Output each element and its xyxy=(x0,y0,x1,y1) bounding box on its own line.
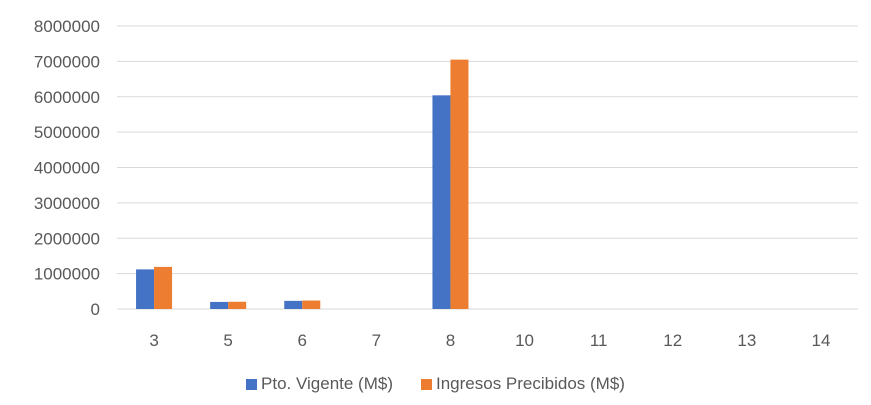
bar-chart: 0 1000000 2000000 3000000 4000000 5000000 6000… xyxy=(34,17,858,350)
x-tick-label-3: 3 xyxy=(149,331,158,350)
y-tick-label-4: 4000000 xyxy=(34,159,100,178)
legend-swatch-pto-vigente xyxy=(246,378,258,390)
y-tick-label-7: 7000000 xyxy=(34,52,100,71)
legend-label-ingresos: Ingresos Precibidos (M$) xyxy=(436,374,625,393)
bar-s0-6 xyxy=(284,300,303,309)
x-tick-label-6: 6 xyxy=(298,331,307,350)
chart-legend: Pto. Vigente (M$) Ingresos Precibidos (M… xyxy=(0,374,871,394)
y-tick-label-2: 2000000 xyxy=(34,229,100,248)
bar-s1-5 xyxy=(228,301,247,309)
bar-s1-8 xyxy=(450,59,469,310)
bar-s1-3 xyxy=(154,266,173,309)
legend-item-ingresos: Ingresos Precibidos (M$) xyxy=(421,374,625,394)
legend-item-pto-vigente: Pto. Vigente (M$) xyxy=(246,374,393,394)
bar-s0-8 xyxy=(432,95,451,310)
y-tick-label-5: 5000000 xyxy=(34,123,100,142)
x-tick-label-8: 8 xyxy=(446,331,455,350)
y-tick-label-6: 6000000 xyxy=(34,88,100,107)
x-tick-label-10: 10 xyxy=(515,331,534,350)
x-tick-label-12: 12 xyxy=(663,331,682,350)
x-tick-label-7: 7 xyxy=(372,331,381,350)
x-tick-label-14: 14 xyxy=(811,331,830,350)
x-tick-label-11: 11 xyxy=(590,331,608,350)
y-tick-label-3: 3000000 xyxy=(34,194,100,213)
y-tick-label-0: 0 xyxy=(91,300,100,319)
y-tick-label-8: 8000000 xyxy=(34,17,100,36)
bar-s1-6 xyxy=(302,300,321,309)
legend-swatch-ingresos xyxy=(421,378,432,390)
bar-s0-3 xyxy=(136,269,155,309)
bar-s0-5 xyxy=(210,301,229,309)
x-tick-label-5: 5 xyxy=(223,331,232,350)
x-tick-label-13: 13 xyxy=(737,331,756,350)
y-tick-label-1: 1000000 xyxy=(34,265,100,284)
legend-label-pto-vigente: Pto. Vigente (M$) xyxy=(261,374,393,393)
